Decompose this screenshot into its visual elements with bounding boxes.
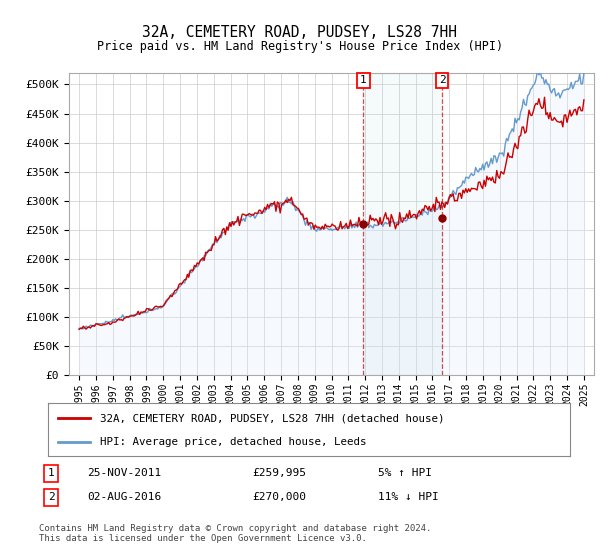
Text: 2: 2	[47, 492, 55, 502]
Text: £259,995: £259,995	[252, 468, 306, 478]
Text: HPI: Average price, detached house, Leeds: HPI: Average price, detached house, Leed…	[100, 436, 367, 446]
Text: 25-NOV-2011: 25-NOV-2011	[87, 468, 161, 478]
Text: 1: 1	[47, 468, 55, 478]
Text: Contains HM Land Registry data © Crown copyright and database right 2024.
This d: Contains HM Land Registry data © Crown c…	[39, 524, 431, 543]
Text: 2: 2	[439, 76, 446, 85]
Text: £270,000: £270,000	[252, 492, 306, 502]
Text: 32A, CEMETERY ROAD, PUDSEY, LS28 7HH: 32A, CEMETERY ROAD, PUDSEY, LS28 7HH	[143, 25, 458, 40]
Text: 32A, CEMETERY ROAD, PUDSEY, LS28 7HH (detached house): 32A, CEMETERY ROAD, PUDSEY, LS28 7HH (de…	[100, 413, 445, 423]
Text: 11% ↓ HPI: 11% ↓ HPI	[378, 492, 439, 502]
Text: 5% ↑ HPI: 5% ↑ HPI	[378, 468, 432, 478]
Text: 1: 1	[360, 76, 367, 85]
Text: Price paid vs. HM Land Registry's House Price Index (HPI): Price paid vs. HM Land Registry's House …	[97, 40, 503, 53]
Bar	[364, 73, 442, 375]
Text: 02-AUG-2016: 02-AUG-2016	[87, 492, 161, 502]
